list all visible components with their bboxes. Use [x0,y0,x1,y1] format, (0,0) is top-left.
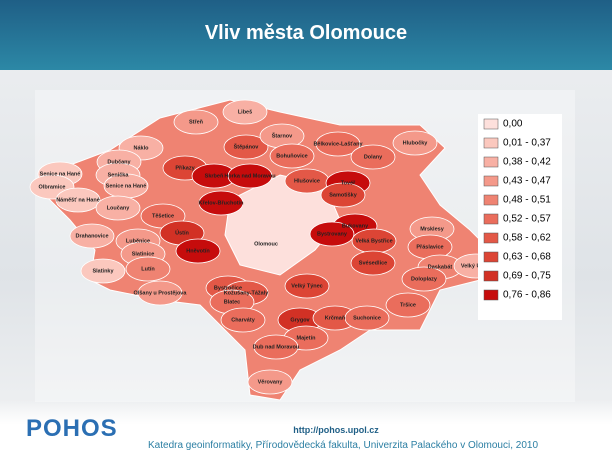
place-label: Majetín [297,335,317,341]
legend-swatch [484,290,498,300]
place-label: Náklo [134,145,150,151]
legend-swatch [484,157,498,167]
place-label: Suchonice [353,315,381,321]
legend-label: 0,76 - 0,86 [503,290,551,301]
place-label: Blatec [224,299,241,305]
place-label: Těšetice [152,213,174,219]
place-label: Olomouc [254,241,278,247]
place-label: Hlušovice [294,178,320,184]
legend-label: 0,69 - 0,75 [503,271,551,282]
legend-label: 0,01 - 0,37 [503,138,551,149]
place-label: Štarnov [272,131,293,139]
legend-label: 0,00 [503,119,523,130]
place-label: Křelov-Břuchotín [199,200,245,206]
legend-swatch [484,214,498,224]
place-label: Samotišky [329,192,357,198]
place-label: Daskabát [428,264,453,270]
legend-label: 0,52 - 0,57 [503,214,551,225]
place-label: Dubčany [107,159,131,165]
place-label: Svésedlice [359,260,387,266]
place-label: Doloplazy [411,276,438,282]
place-label: Skrbeň [205,173,224,179]
legend-swatch [484,138,498,148]
place-label: Senice na Hané [40,171,81,177]
place-label: Příkazy [175,165,195,171]
place-label: Krčmaň [325,315,346,321]
place-label: Luběnice [126,238,150,244]
place-label: Tršice [400,302,416,308]
place-label: Slatinky [92,268,114,274]
place-label: Bohuňovice [276,153,307,159]
place-label: Olšany u Prostějova [134,290,188,296]
place-label: Přáslavice [416,244,443,250]
place-label: Hlubočky [403,140,429,146]
place-label: Charváty [231,317,255,323]
place-label: Libeš [238,109,252,115]
place-label: Slatinice [132,251,155,257]
place-label: Náměšť na Hané [56,197,100,203]
legend-swatch [484,233,498,243]
legend-swatch [484,252,498,262]
url: http://pohos.upol.cz [0,425,612,435]
place-label: Bystrovany [317,231,348,237]
legend-label: 0,58 - 0,62 [503,233,551,244]
map: Libeš Střeň Náklo Štěpánov Štarnov Bělkovice-… [0,0,612,461]
place-label: Horka nad Moravou [224,173,275,179]
place-label: Štěpánov [234,142,260,150]
place-label: Tovéř [341,180,356,186]
place-label: Drahanovice [75,233,108,239]
place-label: Dolany [364,154,383,160]
legend-label: 0,63 - 0,68 [503,252,551,263]
place-label: Velký Týnec [291,283,323,289]
place-label: Ústín [175,229,189,236]
legend-swatch [484,271,498,281]
legend-label: 0,38 - 0,42 [503,157,551,168]
place-label: Loučany [107,205,131,211]
place-label: Dub nad Moravou [253,344,299,350]
slide: Vliv města Olomouce LibešStřeňNákloŠtěpá… [0,0,612,461]
legend-swatch [484,195,498,205]
place-label: Olbramice [39,184,66,190]
place-label: Senice na Hané [106,183,147,189]
place-label: Bělkovice-Lašťany [313,141,363,147]
place-label: Kožušany-Tážaly [224,290,270,296]
place-label: Hněvotín [186,248,210,254]
place-label: Střeň [189,119,204,125]
legend-label: 0,43 - 0,47 [503,176,551,187]
legend-label: 0,48 - 0,51 [503,195,551,206]
legend-swatch [484,176,498,186]
place-label: Lutín [141,266,155,272]
place-label: Grygov [290,317,310,323]
place-label: Věrovany [258,379,284,385]
place-label: Bukovany [342,223,369,229]
place-label: Senička [108,172,130,178]
place-label: Velká Bystřice [355,238,392,244]
place-label: Mrsklesy [420,226,444,232]
legend-swatch [484,119,498,129]
institution: Katedra geoinformatiky, Přírodovědecká f… [148,440,538,451]
